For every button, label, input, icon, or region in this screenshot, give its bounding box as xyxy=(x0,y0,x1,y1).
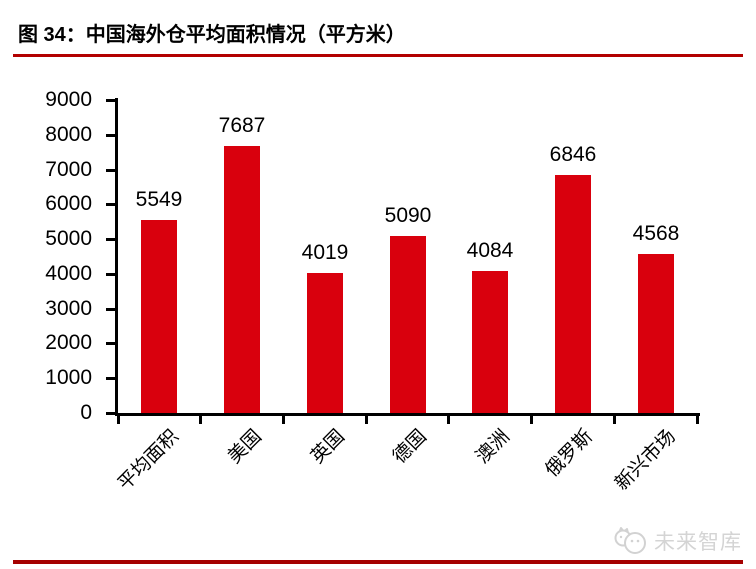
y-axis-tick-label: 3000 xyxy=(45,297,92,320)
y-axis-tick xyxy=(106,169,115,172)
x-axis-category-label: 新兴市场 xyxy=(610,426,680,495)
y-axis-tick-label: 2000 xyxy=(45,331,92,354)
watermark-text: 未来智库 xyxy=(654,531,742,554)
x-axis-category-label: 俄罗斯 xyxy=(541,426,597,482)
bar-value-label: 4084 xyxy=(466,239,514,262)
y-axis-tick-label: 4000 xyxy=(45,262,92,285)
y-axis-tick xyxy=(106,412,115,415)
bar-value-label: 4019 xyxy=(301,241,349,264)
x-axis-category-label: 平均面积 xyxy=(114,426,184,495)
watermark: 未来智库 xyxy=(612,526,742,556)
bar xyxy=(141,220,177,413)
x-axis-category-label: 英国 xyxy=(306,426,349,468)
figure-title: 图 34：中国海外仓平均面积情况（平方米） xyxy=(18,24,406,46)
x-axis-tick xyxy=(199,416,202,424)
x-axis-tick xyxy=(365,416,368,424)
y-axis-tick-label: 8000 xyxy=(45,123,92,146)
y-axis-line xyxy=(115,98,118,416)
x-axis-tick xyxy=(447,416,450,424)
bar-value-label: 6846 xyxy=(549,143,597,166)
watermark-logo-icon xyxy=(612,527,648,555)
bar xyxy=(390,236,426,413)
x-axis-category-label: 德国 xyxy=(389,426,432,468)
bar xyxy=(555,175,591,413)
bar-value-label: 5549 xyxy=(135,188,183,211)
bar xyxy=(224,146,260,413)
x-axis-category-label: 澳洲 xyxy=(472,426,515,468)
y-axis-tick-label: 6000 xyxy=(45,192,92,215)
y-axis-tick xyxy=(106,377,115,380)
y-axis-tick-label: 9000 xyxy=(45,88,92,111)
x-axis-tick xyxy=(613,416,616,424)
x-axis-tick xyxy=(696,416,699,424)
y-axis-tick-label: 1000 xyxy=(45,366,92,389)
x-axis-tick xyxy=(117,416,120,424)
y-axis-tick xyxy=(106,273,115,276)
y-axis-tick-label: 7000 xyxy=(45,158,92,181)
bar-value-label: 4568 xyxy=(632,222,680,245)
y-axis-tick xyxy=(106,134,115,137)
y-axis-tick xyxy=(106,238,115,241)
bar xyxy=(472,271,508,413)
bar xyxy=(307,273,343,413)
bar-value-label: 7687 xyxy=(218,114,266,137)
x-axis-line xyxy=(115,413,700,416)
x-axis-tick xyxy=(282,416,285,424)
y-axis-tick-label: 5000 xyxy=(45,227,92,250)
y-axis-tick xyxy=(106,203,115,206)
y-axis-tick xyxy=(106,342,115,345)
y-axis-tick xyxy=(106,308,115,311)
title-rule xyxy=(13,54,743,57)
bar xyxy=(638,254,674,413)
x-axis-tick xyxy=(530,416,533,424)
x-axis-category-label: 美国 xyxy=(224,426,266,468)
y-axis-tick-label: 0 xyxy=(80,401,92,424)
y-axis-tick xyxy=(106,99,115,102)
bar-value-label: 5090 xyxy=(384,204,432,227)
footer-rule xyxy=(13,560,743,564)
